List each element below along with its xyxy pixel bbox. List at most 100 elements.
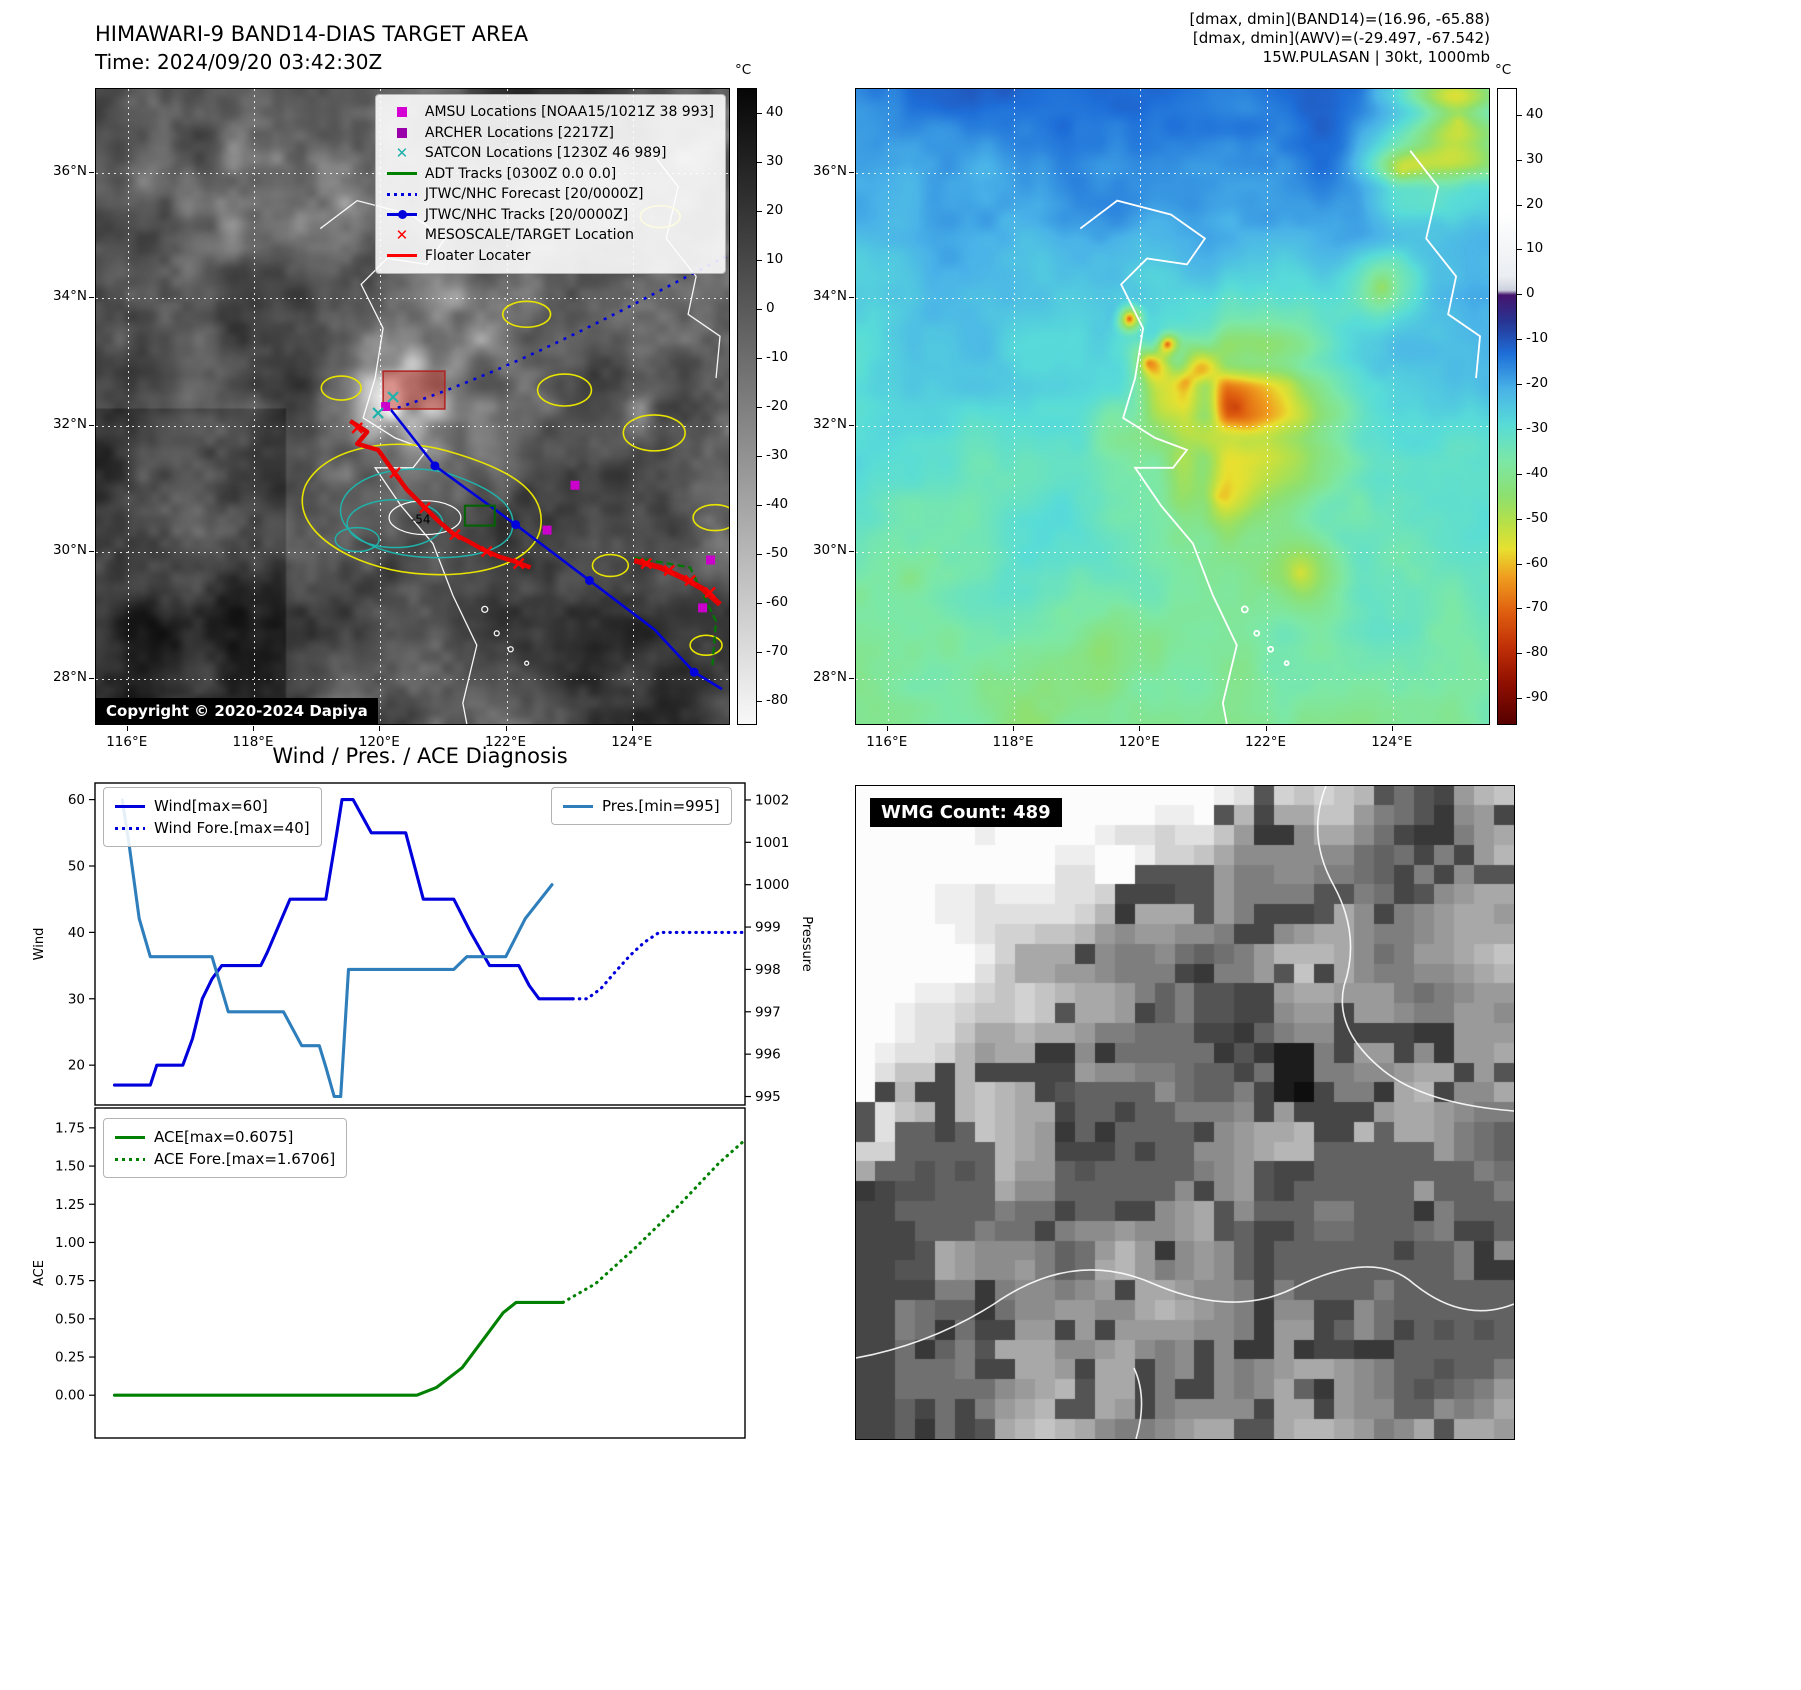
diagnosis-title: Wind / Pres. / ACE Diagnosis [272, 744, 568, 768]
legend-item-label: Pres.[min=995] [602, 797, 720, 815]
awv-map [855, 88, 1490, 725]
chart-legend-item: ACE[max=0.6075] [115, 1126, 335, 1148]
y-tick-label: 0.00 [55, 1388, 85, 1404]
y-right-tick-label: 996 [755, 1047, 781, 1063]
line-marker [386, 172, 417, 176]
x-axis-tickmark [631, 726, 633, 731]
y-tick-label: 1.75 [55, 1120, 85, 1136]
y-tick-label: 40 [68, 925, 85, 941]
pressure-legend: Pres.[min=995] [551, 787, 732, 825]
colorbar-tick-label: -20 [1526, 375, 1549, 392]
colorbar-tick-label: -50 [1526, 509, 1549, 526]
y-axis-tick-label: 30°N [812, 541, 847, 558]
y-axis-tickmark [89, 297, 94, 299]
colorbar-tickmark [757, 357, 762, 359]
y-tick-label: 0.25 [55, 1350, 85, 1366]
mesoscale-target-markers [351, 422, 716, 599]
storm-info-label: 15W.PULASAN | 30kt, 1000mb [1262, 48, 1490, 66]
line-marker [115, 1135, 145, 1139]
colorbar-tickmark [757, 700, 762, 702]
x-axis-tick-label: 120°E [358, 734, 400, 750]
chart-legend-item: Pres.[min=995] [563, 795, 720, 817]
square-marker [396, 127, 407, 138]
colorbar-tickmark [757, 455, 762, 457]
map-legend-item: ✕ SATCON Locations [1230Z 46 989] [387, 143, 714, 164]
x-axis-tick-label: 116°E [866, 734, 908, 750]
amsu-archer-markers [381, 402, 716, 613]
x-axis-tick-label: 118°E [232, 734, 274, 750]
gridline-vertical [1266, 89, 1268, 724]
colorbar-tick-label: 0 [766, 299, 775, 316]
dmax-dmin-band14-label: [dmax, dmin](BAND14)=(16.96, -65.88) [1189, 10, 1490, 28]
chart-legend-item: Wind Fore.[max=40] [115, 817, 310, 839]
y-right-tick-label: 1002 [755, 792, 789, 808]
colorbar-tick-label: -40 [1526, 464, 1549, 481]
x-axis-tick-label: 122°E [484, 734, 527, 750]
y-right-tick-label: 999 [755, 920, 781, 936]
gridline-horizontal [856, 551, 1489, 553]
adt-box [463, 504, 496, 527]
colorbar-tickmark [1517, 204, 1522, 206]
legend-item-label: ADT Tracks [0300Z 0.0 0.0] [424, 165, 617, 182]
legend-item-label: Wind[max=60] [154, 797, 268, 815]
x-axis-tickmark [1139, 726, 1141, 731]
wmg-count-badge: WMG Count: 489 [870, 798, 1062, 827]
gridline-horizontal [96, 551, 729, 553]
colorbar-tickmark [1517, 518, 1522, 520]
map-legend-item: JTWC/NHC Tracks [20/0000Z] [386, 205, 714, 226]
band14-overlay: -54 [301, 150, 729, 724]
x-axis-tickmark [1013, 726, 1015, 731]
series-line [120, 798, 554, 1099]
awv-colorbar-unit: °C [1495, 62, 1512, 78]
colorbar-tick-label: -80 [1526, 644, 1549, 661]
legend-item-label: AMSU Locations [NOAA15/1021Z 38 993] [424, 104, 714, 120]
x-axis-tickmark [126, 726, 128, 731]
y-axis-tickmark [849, 172, 854, 174]
gridline-horizontal [856, 173, 1489, 175]
x-axis-tickmark [379, 726, 381, 731]
satcon-markers [372, 391, 399, 419]
colorbar-tick-label: 0 [1526, 285, 1535, 302]
y-axis-tick-label: 36°N [812, 163, 847, 180]
colorbar-tick-label: -30 [1526, 419, 1549, 436]
gridline-vertical [887, 89, 889, 724]
ace-legend: ACE[max=0.6075] ACE Fore.[max=1.6706] [103, 1118, 348, 1178]
y-axis-label: Wind [32, 928, 47, 961]
legend-item-label: Floater Locater [424, 247, 531, 264]
x-axis-tick-label: 116°E [106, 734, 148, 750]
plot-border [94, 782, 746, 1106]
colorbar-tickmark [757, 504, 762, 506]
colorbar-tickmark [1517, 698, 1522, 700]
colorbar-tick-label: -90 [1526, 689, 1549, 706]
series-line [112, 798, 575, 1087]
colorbar-tickmark [1517, 339, 1522, 341]
colorbar-tick-label: -60 [1526, 554, 1549, 571]
y-axis-tick-label: 30°N [52, 541, 87, 558]
band14-colorbar-unit: °C [735, 62, 752, 78]
x-axis-tick-label: 122°E [1244, 734, 1287, 750]
white-inner-contour [388, 500, 462, 536]
y-axis-tick-label: 36°N [52, 163, 87, 180]
band14-time: Time: 2024/09/20 03:42:30Z [95, 50, 383, 74]
y-axis-tick-label: 28°N [52, 668, 87, 685]
legend-item-label: JTWC/NHC Forecast [20/0000Z] [424, 186, 644, 202]
y-tick-label: 50 [68, 858, 85, 874]
colorbar-tick-label: -70 [1526, 599, 1549, 616]
gridline-horizontal [96, 425, 729, 427]
colorbar-tickmark [1517, 294, 1522, 296]
x-axis-tickmark [505, 726, 507, 731]
y-axis-tickmark [849, 550, 854, 552]
y-axis-tick-label: 34°N [812, 288, 847, 305]
x-axis-tick-label: 124°E [611, 734, 653, 750]
legend-item-label: MESOSCALE/TARGET Location [424, 227, 635, 243]
chart-legend-item: ACE Fore.[max=1.6706] [115, 1148, 335, 1170]
line-marker [386, 254, 417, 258]
y-axis-tickmark [849, 297, 854, 299]
legend-item-label: ACE Fore.[max=1.6706] [154, 1150, 336, 1168]
series-line [571, 930, 747, 1001]
band14-map: -54 AMSU Locations [NOAA15/102 [95, 88, 730, 725]
y-axis-tick-label: 32°N [812, 415, 847, 432]
map-legend-item: ADT Tracks [0300Z 0.0 0.0] [386, 164, 714, 185]
colorbar-tickmark [1517, 653, 1522, 655]
